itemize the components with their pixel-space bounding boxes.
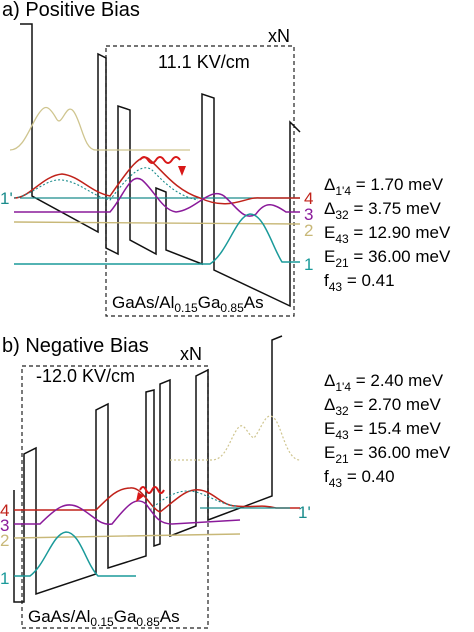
params-b: Δ1'4 = 2.40 meV Δ32 = 2.70 meV E43 = 15.… xyxy=(324,371,451,490)
param-a-4: f43 = 0.41 xyxy=(324,271,395,294)
level-label-4-b: 4 xyxy=(0,501,9,520)
params-a: Δ1'4 = 1.70 meV Δ32 = 3.75 meV E43 = 12.… xyxy=(324,175,451,294)
level-2-b xyxy=(13,533,241,539)
band-diagram-a: a) Positive Bias xN 11.1 KV/cm 1' 4 3 2 … xyxy=(0,0,451,317)
param-b-0: Δ1'4 = 2.40 meV xyxy=(324,371,444,394)
transition-arrowhead-b xyxy=(136,492,144,502)
conduction-band-a xyxy=(20,23,301,308)
wavefunction-1prime-b xyxy=(149,490,237,511)
period-box-a xyxy=(105,45,295,317)
level-label-2-b: 2 xyxy=(0,531,9,550)
transition-arrow-a xyxy=(139,156,181,164)
level-label-1-b: 1 xyxy=(0,569,9,588)
level-label-2-a: 2 xyxy=(304,221,313,240)
param-b-3: E21 = 36.00 meV xyxy=(324,443,451,466)
wavefunction-1prime-a xyxy=(13,167,199,201)
level-label-1prime-b: 1' xyxy=(298,503,311,522)
wavefunction-upper-b xyxy=(170,415,301,461)
panel-title-b: b) Negative Bias xyxy=(2,335,149,357)
period-label-b: xN xyxy=(180,344,202,364)
param-a-3: E21 = 36.00 meV xyxy=(324,247,451,270)
level-label-3-a: 3 xyxy=(304,205,313,224)
field-label-a: 11.1 KV/cm xyxy=(158,52,250,72)
level-2-a xyxy=(13,221,301,225)
field-label-b: -12.0 KV/cm xyxy=(36,366,135,386)
period-label-a: xN xyxy=(268,26,290,46)
param-b-2: E43 = 15.4 meV xyxy=(324,419,442,442)
param-a-2: E43 = 12.90 meV xyxy=(324,223,451,246)
param-a-0: Δ1'4 = 1.70 meV xyxy=(324,175,444,198)
panel-negative-bias: b) Negative Bias xN -12.0 KV/cm 4 3 2 1 … xyxy=(0,320,474,632)
level-label-1-a: 1 xyxy=(304,255,313,274)
level-label-3-b: 3 xyxy=(0,516,9,535)
level-3-a xyxy=(14,177,300,217)
wavefunction-upper-a xyxy=(9,106,190,151)
level-1-b xyxy=(14,531,136,577)
level-1-a xyxy=(14,213,300,265)
level-4-b xyxy=(14,487,300,513)
conduction-band-b xyxy=(13,335,283,603)
transition-arrow-b xyxy=(139,486,165,494)
band-diagram-b: b) Negative Bias xN -12.0 KV/cm 4 3 2 1 … xyxy=(0,335,451,629)
material-label-a: GaAs/Al0.15Ga0.85As xyxy=(112,293,264,315)
panel-positive-bias: a) Positive Bias xN 11.1 KV/cm 1' 4 3 2 … xyxy=(0,0,451,317)
panel-title-a: a) Positive Bias xyxy=(2,0,140,21)
level-label-4-a: 4 xyxy=(304,189,313,208)
param-b-4: f43 = 0.40 xyxy=(324,467,395,490)
param-b-1: Δ32 = 2.70 meV xyxy=(324,395,442,418)
level-3-b xyxy=(14,500,241,525)
material-label-b: GaAs/Al0.15Ga0.85As xyxy=(28,607,180,629)
level-label-1prime-a: 1' xyxy=(0,189,13,208)
param-a-1: Δ32 = 3.75 meV xyxy=(324,199,442,222)
transition-arrowhead-a xyxy=(178,166,186,176)
